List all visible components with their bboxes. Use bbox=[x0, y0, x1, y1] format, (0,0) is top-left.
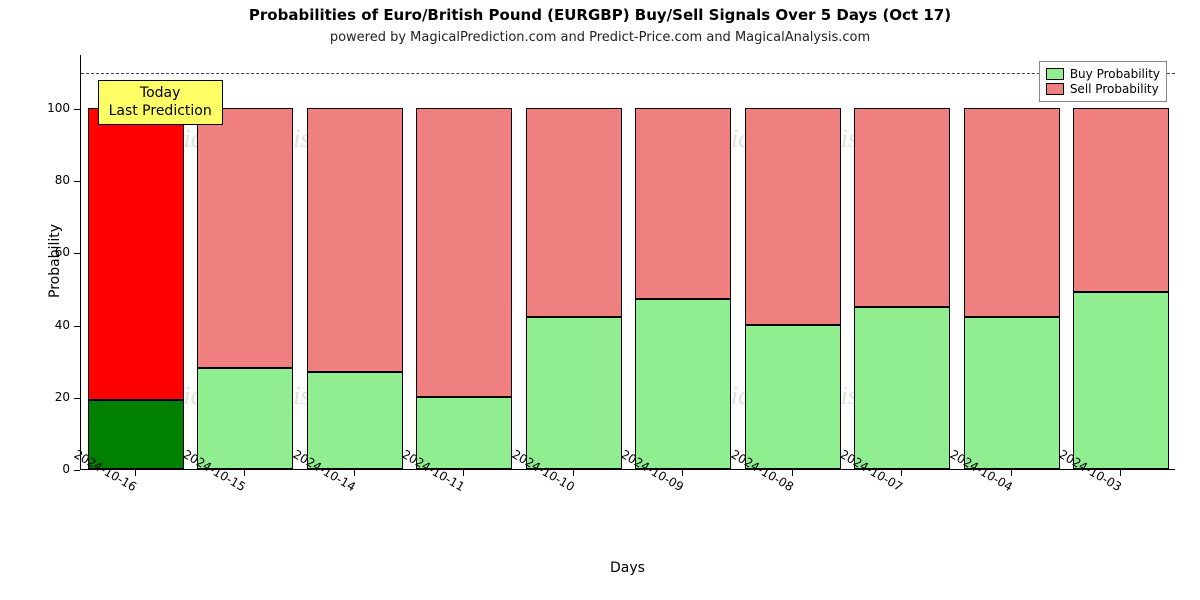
bar-sell bbox=[745, 108, 841, 325]
legend-row: Sell Probability bbox=[1046, 82, 1160, 96]
bar-buy bbox=[88, 400, 184, 469]
legend-swatch bbox=[1046, 83, 1064, 95]
annotation-line2: Last Prediction bbox=[109, 103, 212, 121]
y-tick-mark bbox=[74, 181, 80, 182]
legend-row: Buy Probability bbox=[1046, 67, 1160, 81]
bar-sell bbox=[526, 108, 622, 317]
bar-sell bbox=[416, 108, 512, 397]
reference-hline bbox=[81, 73, 1175, 74]
chart-container: Probabilities of Euro/British Pound (EUR… bbox=[0, 0, 1200, 600]
bar-sell bbox=[1073, 108, 1169, 292]
x-tick-mark bbox=[682, 470, 683, 476]
legend-label: Buy Probability bbox=[1070, 67, 1160, 81]
legend: Buy ProbabilitySell Probability bbox=[1039, 61, 1167, 102]
bar-sell bbox=[307, 108, 403, 371]
bar-buy bbox=[307, 372, 403, 469]
y-tick-mark bbox=[74, 398, 80, 399]
y-tick-label: 0 bbox=[34, 462, 70, 476]
x-tick-mark bbox=[573, 470, 574, 476]
y-tick-mark bbox=[74, 326, 80, 327]
bar-sell bbox=[635, 108, 731, 299]
y-tick-label: 60 bbox=[34, 245, 70, 259]
chart-title: Probabilities of Euro/British Pound (EUR… bbox=[0, 6, 1200, 24]
bar-sell bbox=[88, 108, 184, 400]
today-annotation: TodayLast Prediction bbox=[98, 80, 223, 125]
y-tick-label: 20 bbox=[34, 390, 70, 404]
legend-swatch bbox=[1046, 68, 1064, 80]
legend-label: Sell Probability bbox=[1070, 82, 1159, 96]
bar-buy bbox=[1073, 292, 1169, 469]
y-tick-label: 80 bbox=[34, 173, 70, 187]
x-tick-mark bbox=[1120, 470, 1121, 476]
x-tick-mark bbox=[244, 470, 245, 476]
bar-sell bbox=[197, 108, 293, 368]
y-tick-mark bbox=[74, 253, 80, 254]
bar-buy bbox=[197, 368, 293, 469]
x-tick-mark bbox=[792, 470, 793, 476]
x-tick-mark bbox=[354, 470, 355, 476]
plot-area: MagicalAnalysis.comMagicalAnalysis.comMa… bbox=[80, 55, 1175, 470]
bar-sell bbox=[964, 108, 1060, 317]
x-axis-label: Days bbox=[80, 560, 1175, 576]
y-tick-label: 40 bbox=[34, 318, 70, 332]
y-axis-label: Probability bbox=[47, 223, 63, 297]
x-tick-mark bbox=[463, 470, 464, 476]
bar-sell bbox=[854, 108, 950, 306]
x-tick-mark bbox=[901, 470, 902, 476]
x-tick-mark bbox=[1011, 470, 1012, 476]
bar-buy bbox=[416, 397, 512, 469]
y-tick-mark bbox=[74, 470, 80, 471]
y-tick-label: 100 bbox=[34, 101, 70, 115]
x-tick-mark bbox=[135, 470, 136, 476]
chart-subtitle: powered by MagicalPrediction.com and Pre… bbox=[0, 30, 1200, 45]
annotation-line1: Today bbox=[109, 85, 212, 103]
y-tick-mark bbox=[74, 109, 80, 110]
